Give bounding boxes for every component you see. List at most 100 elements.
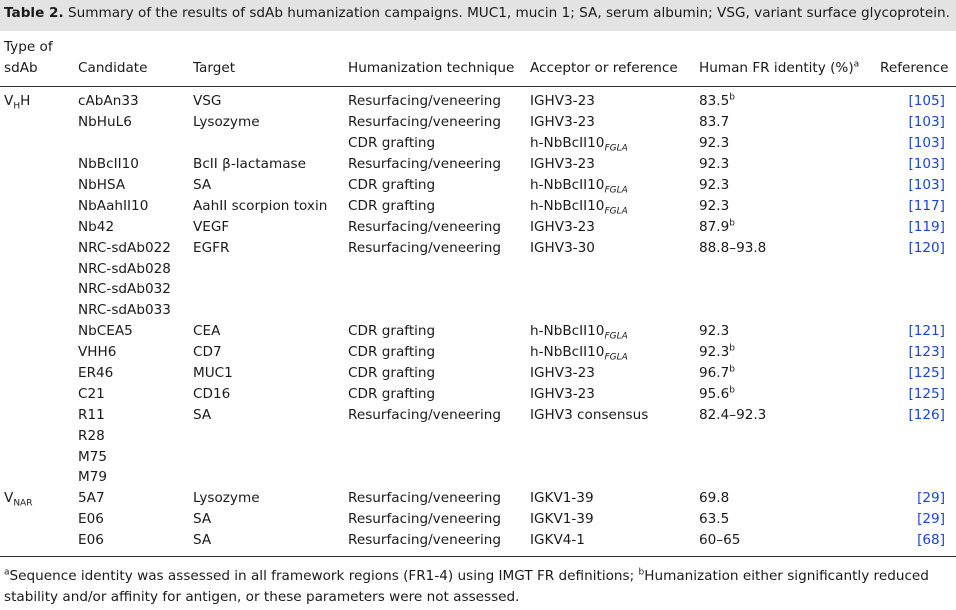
identity-value: 60–65 — [699, 532, 741, 549]
cell-candidate: NbHSA — [78, 177, 126, 193]
identity-value: 92.3 — [699, 323, 730, 340]
caption-text: Summary of the results of sdAb humanizat… — [63, 5, 950, 21]
table-row: M75 — [0, 446, 956, 467]
cell-technique: Resurfacing/veneering — [348, 532, 502, 549]
reference-link[interactable]: [103] — [908, 177, 945, 193]
reference-link[interactable]: [121] — [908, 323, 945, 340]
table-row: VHH6 CD7 CDR grafting h-NbBcII10FGLA 92.3b [1… — [0, 342, 956, 363]
type-main: V — [4, 490, 14, 507]
table-row: C21 CD16 CDR grafting IGHV3-23 95.6b [125] — [0, 383, 956, 404]
cell-type — [0, 342, 78, 363]
cell-acceptor: IGHV3-23 — [530, 216, 699, 237]
cell-acceptor: h-NbBcII10FGLA — [530, 133, 699, 154]
reference-link[interactable]: [29] — [917, 490, 945, 507]
cell-type — [0, 258, 78, 279]
cell-candidate: NRC-sdAb022 — [78, 239, 171, 256]
table-footnote: aSequence identity was assessed in all f… — [4, 566, 948, 608]
identity-footnote-mark: b — [729, 364, 735, 375]
reference-link[interactable]: [29] — [917, 511, 945, 528]
cell-target: CD7 — [193, 344, 222, 361]
reference-link[interactable]: [119] — [908, 218, 945, 235]
identity-value: 92.3 — [699, 344, 730, 361]
cell-identity: 92.3 — [699, 133, 873, 154]
reference-link[interactable]: [105] — [908, 93, 945, 110]
cell-target: Lysozyme — [193, 490, 260, 507]
cell-target: CEA — [193, 323, 221, 340]
cell-technique — [348, 258, 530, 279]
table-caption: Table 2. Summary of the results of sdAb … — [0, 0, 956, 31]
acceptor-main: IGKV4-1 — [530, 532, 585, 549]
cell-type — [0, 133, 78, 154]
identity-value: 92.3 — [699, 135, 730, 152]
cell-type — [0, 216, 78, 237]
cell-candidate: NbHuL6 — [78, 114, 132, 131]
cell-acceptor — [530, 279, 699, 300]
cell-identity: 87.9b — [699, 216, 873, 237]
acceptor-main: IGHV3-30 — [530, 239, 595, 256]
reference-link[interactable]: [68] — [917, 532, 945, 549]
cell-reference — [873, 279, 956, 300]
cell-type: VHH — [0, 91, 78, 112]
cell-technique: Resurfacing/veneering — [348, 114, 502, 131]
cell-candidate: NbCEA5 — [78, 323, 133, 340]
cell-reference: [103] — [873, 112, 956, 133]
reference-link[interactable]: [103] — [908, 135, 945, 152]
cell-candidate — [78, 133, 193, 154]
reference-link[interactable]: [123] — [908, 344, 945, 361]
cell-candidate: Nb42 — [78, 218, 115, 235]
cell-target: Lysozyme — [193, 114, 260, 131]
acceptor-main: h-NbBcII10 — [530, 135, 605, 152]
header-type-line2: sdAb — [4, 60, 38, 76]
header-identity-sup: a — [853, 59, 860, 70]
cell-reference — [873, 467, 956, 488]
acceptor-main: IGHV3-23 — [530, 365, 595, 382]
cell-identity: 88.8–93.8 — [699, 237, 873, 258]
table-row: NbHSA SA CDR grafting h-NbBcII10FGLA 92.3 [10… — [0, 175, 956, 196]
cell-reference: [117] — [873, 195, 956, 216]
reference-link[interactable]: [126] — [908, 406, 945, 423]
cell-technique: CDR grafting — [348, 197, 436, 214]
table-row: NbCEA5 CEA CDR grafting h-NbBcII10FGLA 92.3[… — [0, 321, 956, 342]
cell-type — [0, 404, 78, 425]
cell-technique: Resurfacing/veneering — [348, 239, 502, 256]
reference-link[interactable]: [117] — [908, 197, 945, 214]
cell-target — [193, 467, 348, 488]
identity-value: 92.3 — [699, 197, 730, 214]
acceptor-main: h-NbBcII10 — [530, 344, 605, 361]
cell-target — [193, 446, 348, 467]
reference-link[interactable]: [103] — [908, 114, 945, 131]
reference-link[interactable]: [125] — [908, 385, 945, 402]
table-row: VNAR 5A7 Lysozyme Resurfacing/veneering IGKV… — [0, 488, 956, 509]
cell-reference: [103] — [873, 175, 956, 196]
cell-identity — [699, 446, 873, 467]
cell-type — [0, 237, 78, 258]
table-row: NRC-sdAb028 — [0, 258, 956, 279]
acceptor-subscript: FGLA — [604, 331, 628, 342]
acceptor-main: IGHV3-23 — [530, 93, 595, 110]
footnote-b-mark: b — [638, 567, 645, 578]
cell-candidate: R28 — [78, 427, 105, 444]
cell-acceptor: h-NbBcII10FGLA — [530, 195, 699, 216]
reference-link[interactable]: [120] — [908, 239, 945, 256]
cell-identity: 92.3b — [699, 342, 873, 363]
cell-identity: 96.7b — [699, 363, 873, 384]
cell-candidate: M75 — [78, 448, 108, 465]
identity-value: 83.5 — [699, 93, 730, 110]
cell-technique: CDR grafting — [348, 385, 436, 402]
cell-candidate: NbAahII10 — [78, 197, 149, 214]
reference-link[interactable]: [103] — [908, 156, 945, 173]
cell-type — [0, 446, 78, 467]
cell-reference: [103] — [873, 154, 956, 175]
reference-link[interactable]: [125] — [908, 365, 945, 382]
cell-candidate: E06 — [78, 532, 104, 549]
cell-reference: [29] — [873, 509, 956, 530]
header-type-line1: Type of — [4, 39, 53, 55]
cell-target — [193, 425, 348, 446]
cell-identity: 92.3 — [699, 154, 873, 175]
cell-acceptor: IGKV1-39 — [530, 488, 699, 509]
cell-acceptor: h-NbBcII10FGLA — [530, 175, 699, 196]
cell-type — [0, 279, 78, 300]
identity-value: 63.5 — [699, 511, 730, 528]
acceptor-main: h-NbBcII10 — [530, 323, 605, 340]
cell-candidate: VHH6 — [78, 344, 117, 361]
